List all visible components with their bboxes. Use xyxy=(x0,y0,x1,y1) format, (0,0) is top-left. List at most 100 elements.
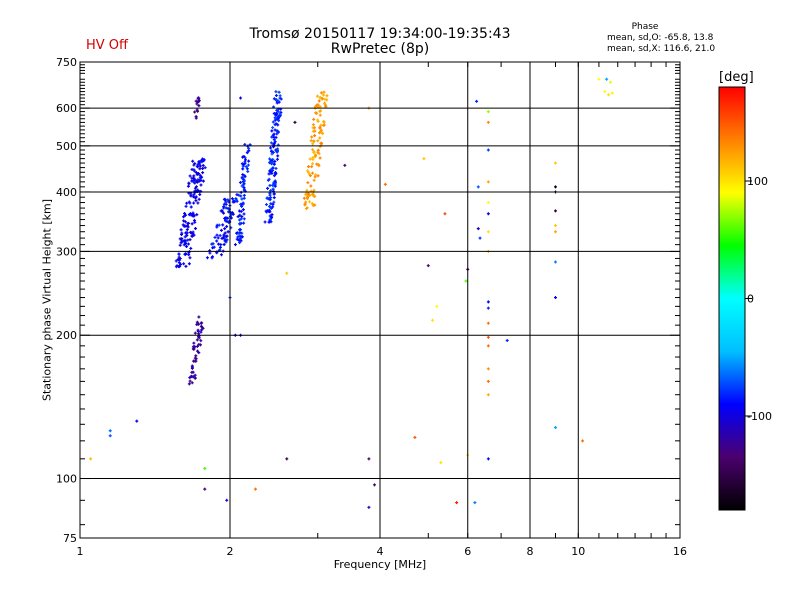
data-point xyxy=(184,252,188,256)
data-point xyxy=(242,196,246,200)
data-point xyxy=(306,181,310,185)
y-tick-label: 200 xyxy=(56,329,77,342)
y-tick-label: 500 xyxy=(56,140,77,153)
data-point xyxy=(272,200,276,204)
data-point xyxy=(325,94,329,98)
data-point xyxy=(267,177,271,181)
data-point xyxy=(183,220,187,224)
data-point xyxy=(174,259,178,263)
data-point xyxy=(194,357,198,361)
data-point xyxy=(275,157,279,161)
data-point xyxy=(239,239,243,243)
data-point xyxy=(178,243,182,247)
data-point xyxy=(311,171,315,175)
data-point xyxy=(309,184,313,188)
data-point xyxy=(271,126,275,130)
data-point xyxy=(239,209,243,213)
data-point xyxy=(318,125,322,129)
data-point xyxy=(185,201,189,205)
data-point xyxy=(242,193,246,197)
data-point xyxy=(311,142,315,146)
data-point xyxy=(553,296,557,300)
data-point xyxy=(553,425,557,429)
data-point xyxy=(307,165,311,169)
data-point xyxy=(311,148,315,152)
x-tick-label: 6 xyxy=(464,545,471,558)
data-point xyxy=(318,113,322,117)
data-point xyxy=(422,157,426,161)
data-point xyxy=(273,128,277,132)
data-point xyxy=(240,184,244,188)
data-point xyxy=(316,174,320,178)
data-point xyxy=(272,132,276,136)
data-point xyxy=(373,483,377,487)
data-point xyxy=(224,219,228,223)
data-point xyxy=(183,211,187,215)
data-point xyxy=(194,171,198,175)
data-point xyxy=(274,172,278,176)
data-point xyxy=(553,260,557,264)
data-point xyxy=(194,116,198,120)
data-point xyxy=(194,185,198,189)
x-tick-label: 4 xyxy=(377,545,384,558)
data-point xyxy=(226,220,230,224)
data-point xyxy=(192,341,196,345)
chart-title: Tromsø 20150117 19:34:00-19:35:43 xyxy=(249,26,511,42)
data-point xyxy=(268,183,272,187)
data-point xyxy=(242,217,246,221)
data-point xyxy=(197,342,201,346)
data-point xyxy=(182,262,186,266)
data-point xyxy=(182,243,186,247)
data-point xyxy=(476,185,480,189)
data-point xyxy=(343,163,347,167)
data-point xyxy=(285,271,289,275)
data-point xyxy=(278,112,282,116)
data-point xyxy=(486,201,490,205)
data-point xyxy=(275,108,279,112)
data-point xyxy=(239,194,243,198)
data-point xyxy=(195,338,199,342)
data-point xyxy=(217,242,221,246)
data-point xyxy=(486,379,490,383)
data-point xyxy=(201,163,205,167)
data-point xyxy=(242,212,246,216)
data-point xyxy=(185,245,189,249)
data-point xyxy=(305,197,309,201)
data-point xyxy=(179,228,183,232)
data-point xyxy=(191,230,195,234)
data-point xyxy=(190,370,194,374)
data-point xyxy=(276,129,280,133)
colorbar-scale xyxy=(718,86,746,511)
data-point xyxy=(240,197,244,201)
data-point xyxy=(272,174,276,178)
x-tick-label: 8 xyxy=(527,545,534,558)
data-point xyxy=(219,228,223,232)
axis-ticks: 1 2 4 6 8 10 16 75 100 200 300 400 500 600 750 xyxy=(56,56,687,558)
data-point xyxy=(310,165,314,169)
data-point xyxy=(273,182,277,186)
data-point xyxy=(240,215,244,219)
data-point xyxy=(505,338,509,342)
data-point xyxy=(304,207,308,211)
data-point xyxy=(221,210,225,214)
data-point xyxy=(304,200,308,204)
data-point xyxy=(263,220,267,224)
data-point xyxy=(203,487,207,491)
data-point xyxy=(312,194,316,198)
data-point xyxy=(182,215,186,219)
phase-heading: Phase xyxy=(631,22,659,32)
data-point xyxy=(218,234,222,238)
data-point xyxy=(238,222,242,226)
data-point xyxy=(199,321,203,325)
data-point xyxy=(274,113,278,117)
data-point xyxy=(553,209,557,213)
data-point xyxy=(486,457,490,461)
data-point xyxy=(269,170,273,174)
data-point xyxy=(316,139,320,143)
data-point xyxy=(223,198,227,202)
data-point xyxy=(242,221,246,225)
data-point xyxy=(486,335,490,339)
data-point xyxy=(242,178,246,182)
data-point xyxy=(553,230,557,234)
data-point xyxy=(183,235,187,239)
